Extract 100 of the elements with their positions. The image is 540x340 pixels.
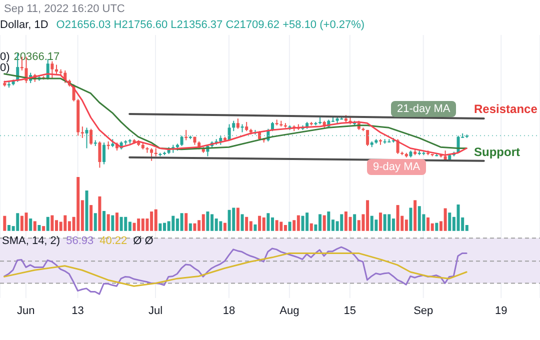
candlestick	[85, 127, 88, 149]
candlestick	[102, 142, 106, 165]
bar	[232, 208, 236, 231]
bar	[370, 216, 374, 231]
x-tick-label: 19	[494, 304, 508, 317]
bar	[50, 215, 54, 231]
bar	[219, 221, 222, 231]
bar	[404, 220, 408, 231]
candlestick	[180, 135, 184, 146]
bar	[206, 212, 210, 231]
bar	[193, 223, 196, 231]
candlestick	[271, 121, 274, 132]
bar	[90, 205, 93, 231]
bar	[249, 221, 252, 231]
bar	[262, 217, 266, 231]
series-label: 56.93	[66, 235, 94, 247]
bar	[266, 213, 270, 231]
x-tick-label: Jun	[17, 304, 35, 317]
bar	[94, 213, 97, 231]
bar	[280, 222, 283, 231]
bar	[284, 224, 287, 231]
bar	[132, 222, 136, 231]
chart-subtitle: O21656.03 H21756.60 L21356.37 C21709.62 +58.10 (+0.27%)	[56, 19, 365, 31]
bar	[254, 224, 257, 231]
annotation: 0)	[0, 62, 10, 74]
annotation: 21-day MA	[391, 101, 456, 117]
candlestick	[236, 118, 240, 130]
bar	[435, 222, 438, 231]
bar	[240, 214, 244, 231]
bar	[180, 213, 184, 231]
bar	[426, 217, 430, 231]
annotation: Resistance	[474, 102, 538, 116]
bar	[379, 212, 382, 231]
bar	[33, 221, 36, 231]
bar	[322, 215, 326, 231]
bar	[85, 190, 88, 231]
bar	[24, 212, 28, 231]
candlestick	[228, 124, 231, 141]
bar	[188, 223, 192, 231]
annotation: 9-day MA	[367, 159, 426, 175]
bar	[383, 214, 386, 231]
bar	[3, 216, 6, 231]
bar	[106, 214, 110, 231]
bar	[340, 214, 344, 231]
bar	[120, 216, 123, 231]
x-tick-label: Sep	[414, 304, 434, 317]
bar	[310, 223, 313, 231]
bar	[275, 220, 278, 231]
bar	[418, 206, 421, 231]
bar	[124, 216, 128, 231]
bar	[42, 226, 46, 231]
bar	[448, 212, 452, 231]
bar	[172, 216, 175, 231]
bar	[288, 222, 292, 231]
bar	[111, 215, 114, 231]
bar	[64, 215, 67, 231]
bar	[353, 214, 356, 231]
text: 40.22	[100, 235, 128, 247]
bar	[301, 216, 304, 231]
candlestick	[98, 140, 102, 168]
bar	[158, 223, 162, 231]
bar	[236, 208, 240, 231]
text: SMA, 14, 2)	[2, 235, 60, 247]
candlestick	[80, 126, 84, 138]
bar	[184, 213, 188, 231]
bar	[38, 224, 41, 231]
bar	[46, 216, 50, 231]
x-tick-label: Aug	[280, 304, 300, 317]
bar	[414, 200, 417, 231]
bar	[137, 218, 140, 231]
bar	[258, 216, 262, 231]
candlestick	[90, 128, 93, 146]
bar	[98, 196, 102, 231]
bar	[16, 213, 20, 231]
text: Ø Ø	[133, 235, 154, 247]
bar	[296, 215, 300, 231]
annotation: 0)	[0, 51, 10, 63]
candlestick	[150, 148, 154, 162]
bar	[154, 209, 158, 231]
candlestick	[366, 129, 370, 146]
text: Sep 11, 2022 16:20 UTC	[4, 3, 125, 15]
bar	[115, 212, 118, 231]
bar	[202, 214, 205, 231]
candlestick	[232, 120, 236, 132]
bar	[223, 222, 226, 231]
bar	[327, 212, 330, 231]
x-tick-label: Jul	[148, 304, 163, 317]
x-tick-label: 18	[222, 304, 236, 317]
annotation: Support	[474, 145, 520, 159]
bar	[409, 208, 412, 231]
chart-title: Dollar, 1D	[0, 19, 48, 31]
candlestick	[245, 121, 248, 132]
bar	[102, 210, 106, 231]
bar	[245, 216, 248, 231]
bar	[396, 205, 400, 231]
bar	[76, 177, 80, 231]
bar	[444, 208, 447, 231]
bar	[456, 204, 460, 231]
bar	[228, 210, 231, 231]
bar	[141, 218, 144, 231]
